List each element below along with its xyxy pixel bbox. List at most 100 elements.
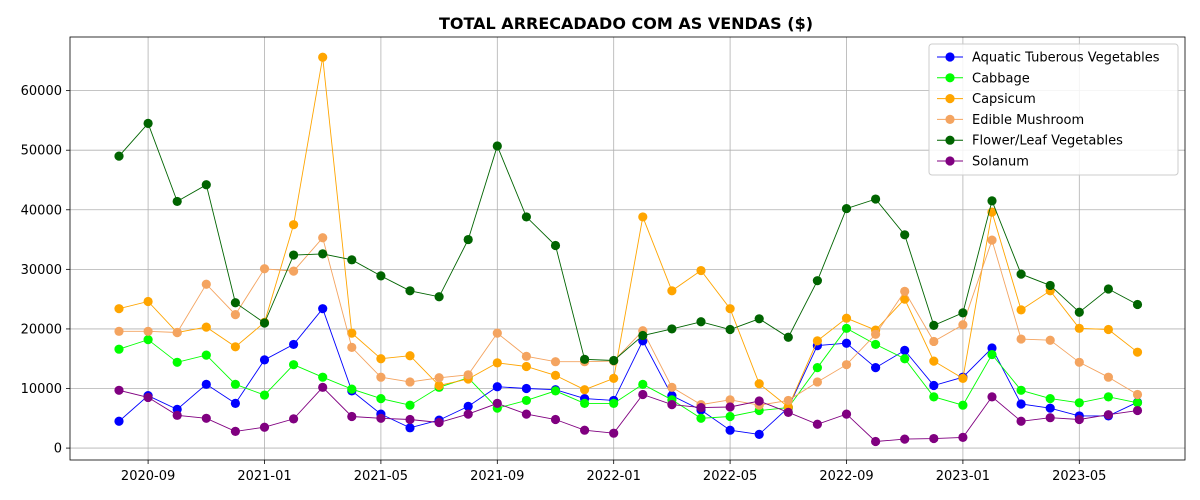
data-point xyxy=(143,296,153,307)
data-point xyxy=(434,380,444,391)
data-point xyxy=(725,304,735,314)
series-line xyxy=(118,386,1138,442)
data-point xyxy=(521,409,532,419)
data-point xyxy=(725,411,735,422)
data-point xyxy=(841,409,852,419)
data-point xyxy=(405,351,415,361)
data-point xyxy=(580,398,590,409)
legend-label: Cabbage xyxy=(972,71,1030,86)
data-point xyxy=(318,304,328,314)
data-point xyxy=(405,377,415,387)
data-point xyxy=(434,292,444,302)
data-point xyxy=(376,394,386,404)
data-point xyxy=(405,414,415,425)
data-point xyxy=(1132,299,1143,310)
data-point xyxy=(958,320,968,330)
data-point xyxy=(550,357,561,367)
data-point xyxy=(987,392,997,402)
data-point xyxy=(114,304,124,314)
data-point xyxy=(900,434,910,444)
data-point xyxy=(201,350,211,360)
data-point xyxy=(1045,413,1055,423)
data-point xyxy=(259,318,270,328)
x-tick-label: 2023-05 xyxy=(1052,469,1106,484)
data-point xyxy=(754,314,764,324)
x-tick-label: 2020-09 xyxy=(121,469,175,484)
data-point xyxy=(841,323,852,333)
data-point xyxy=(871,339,881,350)
data-point xyxy=(638,379,648,389)
legend-marker xyxy=(945,114,955,124)
data-point xyxy=(492,141,502,151)
data-point xyxy=(754,379,764,389)
legend-marker xyxy=(945,52,955,62)
data-point xyxy=(201,322,211,332)
x-tick-label: 2022-05 xyxy=(703,469,757,484)
data-point xyxy=(900,286,910,296)
data-point xyxy=(1045,280,1055,291)
legend-item: Capsicum xyxy=(937,92,1036,107)
data-point xyxy=(259,422,270,432)
data-point xyxy=(580,385,590,395)
data-point xyxy=(1016,305,1026,315)
data-point xyxy=(987,235,997,245)
data-point xyxy=(318,233,328,243)
data-point xyxy=(143,392,153,403)
data-point xyxy=(580,354,590,364)
data-point xyxy=(609,398,619,409)
data-point xyxy=(1103,324,1113,335)
data-point xyxy=(987,196,997,206)
data-point xyxy=(347,342,357,352)
data-point xyxy=(638,330,648,341)
data-point xyxy=(230,398,240,409)
data-point xyxy=(230,342,240,352)
x-tick-label: 2021-01 xyxy=(237,469,291,484)
data-point xyxy=(1016,385,1026,395)
data-point xyxy=(521,383,532,394)
data-point xyxy=(1103,372,1113,382)
data-point xyxy=(114,151,124,161)
data-point xyxy=(405,423,415,433)
axes: 0 10000 20000 30000 40000 50000 60000 2020-09 20… xyxy=(21,36,1186,484)
legend-marker xyxy=(945,135,955,145)
x-tick-label: 2022-01 xyxy=(587,469,641,484)
data-point xyxy=(405,400,415,410)
legend-item: Aquatic Tuberous Vegetables xyxy=(937,51,1160,66)
data-point xyxy=(696,402,706,413)
data-point xyxy=(230,298,240,308)
data-point xyxy=(1074,398,1084,408)
data-point xyxy=(521,212,532,222)
data-point xyxy=(987,349,997,360)
series-4 xyxy=(114,118,1143,366)
data-point xyxy=(550,386,561,396)
data-point xyxy=(259,390,270,400)
data-point xyxy=(725,395,735,405)
data-point xyxy=(143,335,153,345)
data-point xyxy=(725,402,735,412)
data-point xyxy=(1103,392,1113,402)
data-point xyxy=(1074,357,1084,367)
legend-label: Solanum xyxy=(972,155,1029,170)
data-point xyxy=(376,372,386,382)
data-point xyxy=(841,360,852,370)
data-point xyxy=(289,339,299,350)
legend-label: Flower/Leaf Vegetables xyxy=(972,134,1123,149)
data-point xyxy=(318,372,328,382)
legend-box xyxy=(928,43,1179,176)
data-point xyxy=(550,240,561,251)
data-point xyxy=(1016,334,1026,344)
data-point xyxy=(463,409,473,419)
legend-label: Edible Mushroom xyxy=(972,113,1084,128)
data-point xyxy=(376,413,386,423)
data-point xyxy=(783,332,793,342)
data-point xyxy=(289,250,299,260)
legend: Aquatic Tuberous Vegetables Cabbage Capsic… xyxy=(928,43,1179,176)
data-point xyxy=(929,392,939,402)
data-point xyxy=(114,344,124,354)
series-line xyxy=(118,327,1138,419)
data-point xyxy=(1045,335,1055,345)
legend-item: Edible Mushroom xyxy=(937,113,1084,128)
y-tick-label: 60000 xyxy=(21,84,62,99)
legend-marker xyxy=(945,94,955,104)
